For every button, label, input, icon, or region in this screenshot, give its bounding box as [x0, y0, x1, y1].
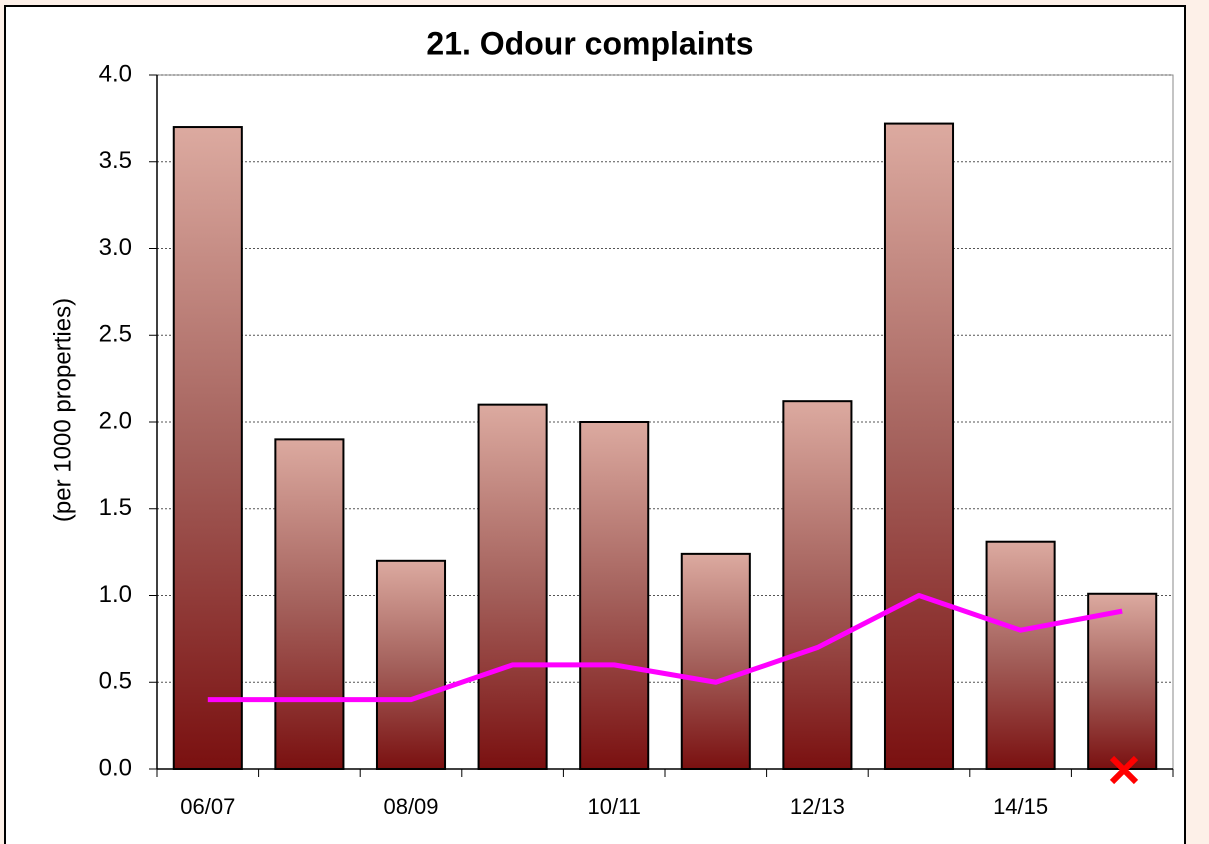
bar [477, 403, 548, 770]
bar [172, 126, 243, 771]
y-tick-label: 2.5 [99, 321, 132, 348]
bar [274, 438, 345, 770]
y-tick-label: 0.0 [99, 754, 132, 781]
x-tick-label: 10/11 [587, 794, 640, 819]
y-tick-label: 2.0 [99, 407, 132, 434]
bar [579, 421, 650, 770]
bar [883, 122, 955, 770]
y-axis-label: (per 1000 properties) [49, 298, 76, 522]
x-tick-label: 14/15 [993, 794, 1048, 819]
y-tick-label: 0.5 [99, 668, 132, 695]
line [207, 593, 1123, 703]
y-tick-label: 3.5 [99, 147, 132, 174]
bar [782, 400, 853, 770]
x-tick-label: 08/09 [383, 794, 438, 819]
y-tick-label: 4.0 [99, 60, 132, 87]
x-tick-label: 12/13 [790, 794, 845, 819]
bar [985, 540, 1056, 771]
missing-marker [1109, 755, 1139, 785]
y-tick-label: 3.0 [99, 234, 132, 261]
chart-title: 21. Odour complaints [426, 25, 753, 61]
bar [680, 552, 751, 770]
y-tick-label: 1.5 [99, 494, 132, 521]
bar [1087, 592, 1158, 771]
plot: 0.0 0.5 1.0 1.5 2.0 2.5 3.0 3.5 4.0 06/07 08/09 10/… [99, 60, 1174, 819]
bar [375, 559, 447, 770]
y-tick-label: 1.0 [99, 581, 132, 608]
x-tick-label: 06/07 [180, 794, 235, 819]
